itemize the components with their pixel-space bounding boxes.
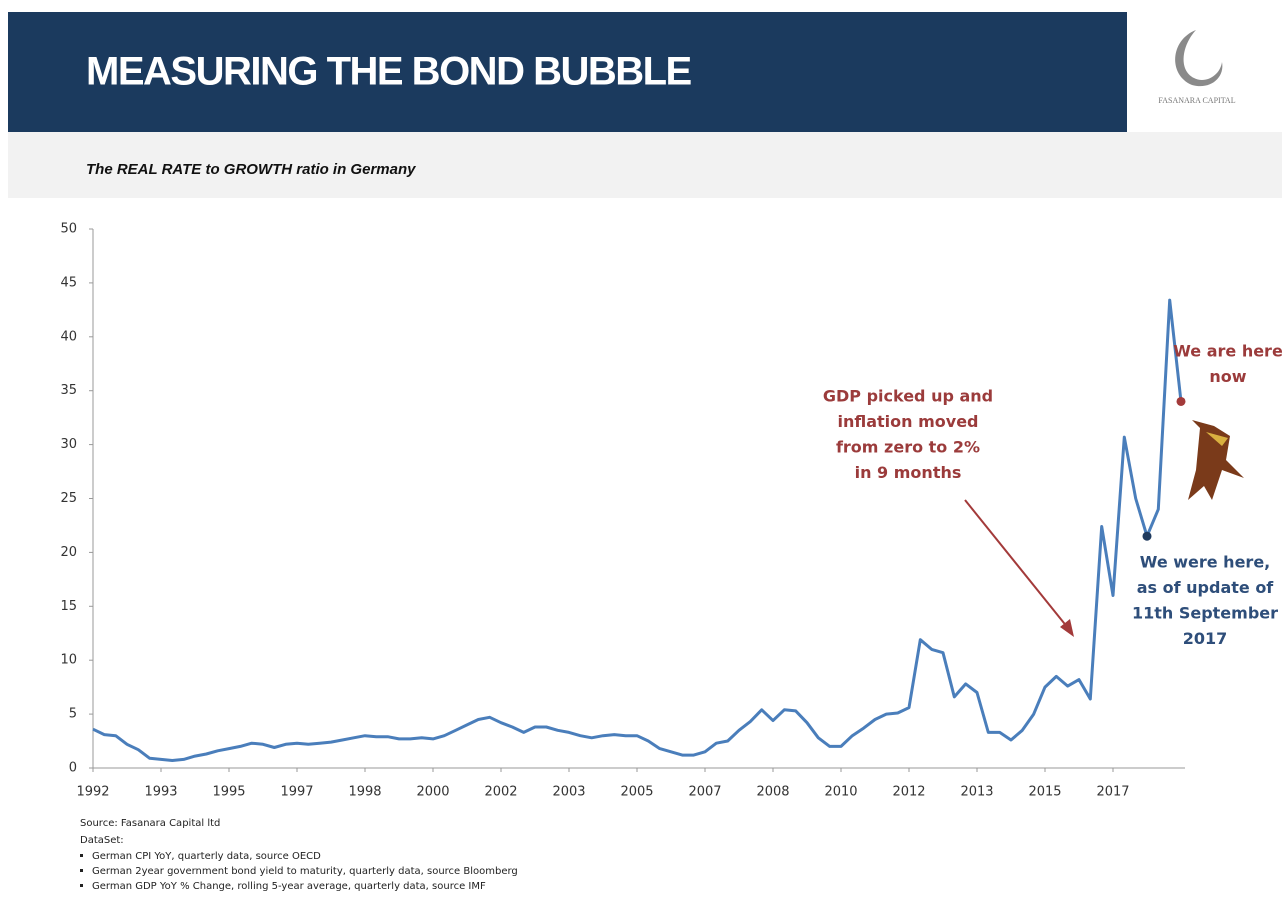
x-tick-label: 2003 bbox=[552, 785, 585, 800]
y-tick-label: 20 bbox=[60, 545, 77, 560]
x-tick-label: 1995 bbox=[212, 785, 245, 800]
current-point bbox=[1176, 396, 1186, 406]
x-tick-label: 2008 bbox=[756, 785, 789, 800]
y-tick-label: 50 bbox=[60, 222, 77, 237]
annotation-then: as of update of bbox=[1137, 578, 1275, 597]
previous-point bbox=[1142, 531, 1152, 541]
y-tick-label: 40 bbox=[60, 329, 77, 344]
subtitle-band bbox=[8, 132, 1282, 198]
x-tick-label: 1998 bbox=[348, 785, 381, 800]
dataset-item: German 2year government bond yield to ma… bbox=[92, 866, 518, 877]
x-tick-label: 2013 bbox=[960, 785, 993, 800]
title: MEASURING THE BOND BUBBLE bbox=[86, 50, 692, 94]
plot: 0 5 10 15 20 25 30 35 40 45 50 1992 1993 1995 1997 1998… bbox=[60, 222, 1282, 800]
annotation-then: 2017 bbox=[1183, 629, 1228, 648]
x-tick-label: 2015 bbox=[1028, 785, 1061, 800]
logo-mark bbox=[1175, 30, 1223, 87]
x-tick-label: 2007 bbox=[688, 785, 721, 800]
x-tick-label: 2002 bbox=[484, 785, 517, 800]
y-tick-label: 35 bbox=[60, 383, 77, 398]
x-tick-label: 2010 bbox=[824, 785, 857, 800]
annotation-now: We are here bbox=[1173, 342, 1282, 361]
annotation-then: 11th September bbox=[1132, 604, 1278, 623]
annotation-gdp: GDP picked up and bbox=[823, 387, 993, 406]
y-tick-label: 0 bbox=[69, 761, 77, 776]
data-line bbox=[92, 298, 1183, 762]
annotation-gdp: in 9 months bbox=[855, 463, 962, 482]
x-tick-label: 2005 bbox=[620, 785, 653, 800]
source: Source: Fasanara Capital ltd bbox=[80, 818, 220, 829]
x-tick-label: 2012 bbox=[892, 785, 925, 800]
bullet bbox=[80, 869, 83, 872]
subtitle: The REAL RATE to GROWTH ratio in Germany bbox=[86, 161, 416, 178]
y-tick-label: 15 bbox=[60, 599, 77, 614]
x-tick-label: 1992 bbox=[76, 785, 109, 800]
dataset-label: DataSet: bbox=[80, 835, 124, 846]
cartoon bbox=[1188, 420, 1244, 500]
dataset-item: German CPI YoY, quarterly data, source O… bbox=[92, 851, 321, 862]
dataset-item: German GDP YoY % Change, rolling 5-year … bbox=[92, 881, 486, 892]
y-tick-label: 45 bbox=[60, 275, 77, 290]
arrow-head bbox=[1060, 619, 1074, 637]
header-band bbox=[8, 12, 1127, 132]
bullet bbox=[80, 854, 83, 857]
bullet bbox=[80, 884, 83, 887]
x-tick-label: 2000 bbox=[416, 785, 449, 800]
y-tick-label: 25 bbox=[60, 491, 77, 506]
x-tick-label: 2017 bbox=[1096, 785, 1129, 800]
logo-text: FASANARA CAPITAL bbox=[1158, 96, 1235, 105]
x-tick-label: 1993 bbox=[144, 785, 177, 800]
arrow-line bbox=[964, 499, 1069, 629]
x-tick-label: 1997 bbox=[280, 785, 313, 800]
y-tick-label: 30 bbox=[60, 437, 77, 452]
annotation-then: We were here, bbox=[1140, 553, 1271, 572]
annotation-now: now bbox=[1209, 367, 1246, 386]
annotation-gdp: from zero to 2% bbox=[836, 438, 980, 457]
annotation-gdp: inflation moved bbox=[837, 412, 978, 431]
y-tick-label: 10 bbox=[60, 653, 77, 668]
y-tick-label: 5 bbox=[69, 707, 77, 722]
